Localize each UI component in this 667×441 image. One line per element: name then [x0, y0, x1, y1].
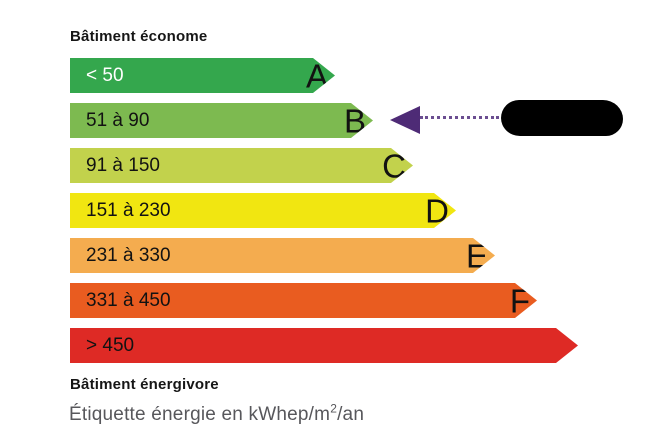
- energy-range-label: 331 à 450: [86, 289, 171, 311]
- energy-range-label: 51 à 90: [86, 109, 150, 131]
- energy-class-bar: 151 à 230 D: [70, 193, 456, 228]
- energy-class-row: 51 à 90 B: [70, 103, 578, 138]
- energy-class-letter: A: [305, 57, 328, 94]
- energy-class-bars: < 50 A 51 à 90 B 91 à 150 C 151 à 230 D …: [70, 58, 578, 373]
- energy-range-label: 231 à 330: [86, 244, 171, 266]
- energy-label-caption: Étiquette énergie en kWhep/m2/an: [69, 401, 365, 426]
- energy-class-letter: C: [382, 147, 406, 184]
- current-rating-arrow-icon: [390, 106, 420, 134]
- energy-class-letter: E: [465, 237, 488, 274]
- caption-text: Étiquette énergie en kWhep/m: [69, 404, 331, 425]
- redacted-value-blob: [501, 100, 623, 136]
- energy-range-label: 91 à 150: [86, 154, 160, 176]
- energy-class-row: < 50 A: [70, 58, 578, 93]
- energy-range-label: < 50: [86, 64, 124, 86]
- economy-building-label: Bâtiment économe: [70, 28, 208, 45]
- energy-class-bar: 91 à 150 C: [70, 148, 413, 183]
- energy-class-row: 151 à 230 D: [70, 193, 578, 228]
- pointer-dotted-line: [420, 116, 499, 119]
- energy-class-bar: 331 à 450 F: [70, 283, 537, 318]
- caption-superscript: 2: [330, 401, 338, 416]
- energy-class-letter: D: [425, 192, 449, 229]
- energy-class-row: 231 à 330 E: [70, 238, 578, 273]
- energy-class-row: 91 à 150 C: [70, 148, 578, 183]
- energy-class-row: 331 à 450 F: [70, 283, 578, 318]
- caption-suffix: /an: [337, 404, 365, 425]
- energy-class-bar: 51 à 90 B: [70, 103, 373, 138]
- energy-class-bar: < 50 A: [70, 58, 335, 93]
- energy-class-letter: F: [509, 282, 530, 319]
- energy-range-label: 151 à 230: [86, 199, 171, 221]
- energy-class-bar: > 450: [70, 328, 578, 363]
- energy-range-label: > 450: [86, 334, 135, 356]
- energy-class-letter: B: [343, 102, 366, 139]
- energivore-building-label: Bâtiment énergivore: [70, 376, 219, 393]
- energy-class-row: > 450: [70, 328, 578, 363]
- energy-class-bar: 231 à 330 E: [70, 238, 495, 273]
